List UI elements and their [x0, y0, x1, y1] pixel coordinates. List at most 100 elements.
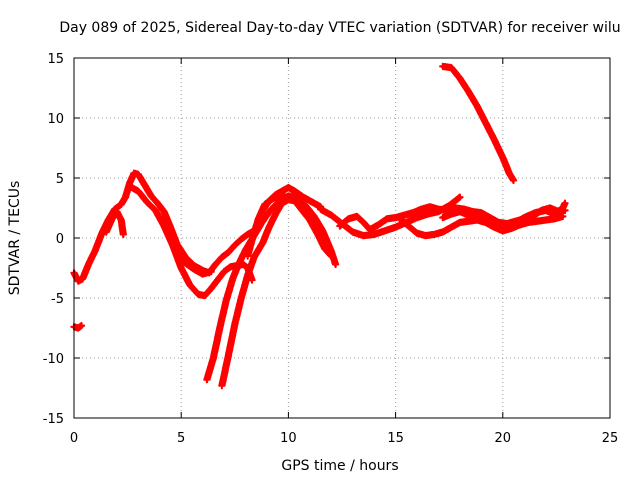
data-point	[253, 256, 256, 259]
y-tick-label: 0	[56, 232, 64, 247]
data-point	[480, 211, 483, 214]
data-point	[242, 263, 245, 266]
data-point	[180, 266, 183, 270]
series-arc-6	[218, 195, 335, 390]
data-point	[394, 226, 397, 229]
data-point	[145, 200, 148, 204]
data-point	[227, 354, 230, 357]
gridlines	[74, 58, 610, 418]
data-point	[476, 104, 479, 108]
data-point	[561, 215, 564, 218]
x-tick-label: 5	[177, 431, 185, 446]
data-point	[450, 212, 453, 216]
y-tick-label: 10	[47, 112, 64, 127]
data-point	[261, 241, 264, 244]
data-point	[355, 215, 359, 218]
data-point	[229, 265, 232, 268]
data-point	[220, 384, 223, 387]
data-point	[184, 262, 187, 265]
data-point	[553, 217, 556, 220]
data-point	[227, 251, 230, 254]
data-point	[450, 66, 453, 69]
data-point	[143, 184, 146, 187]
y-tick-label: -5	[51, 292, 64, 307]
data-point	[77, 326, 80, 330]
data-point	[231, 277, 234, 280]
data-point	[411, 211, 414, 214]
series-arc-12	[439, 199, 569, 231]
data-point	[536, 220, 539, 223]
data-point	[488, 216, 491, 219]
data-point	[398, 217, 401, 220]
data-point	[240, 296, 243, 300]
data-point	[272, 197, 275, 200]
data-point	[317, 234, 320, 237]
data-point	[280, 202, 284, 205]
x-tick-label: 10	[280, 431, 297, 446]
x-tick-label: 25	[602, 431, 619, 446]
x-tick-label: 20	[495, 431, 512, 446]
chart-title: Day 089 of 2025, Sidereal Day-to-day VTE…	[59, 20, 620, 36]
data-point	[308, 218, 311, 222]
data-point	[323, 247, 326, 250]
data-point	[428, 205, 431, 208]
data-point	[257, 217, 260, 220]
data-point	[383, 229, 386, 232]
data-point	[223, 270, 226, 273]
data-point	[250, 239, 254, 242]
data-point	[437, 208, 440, 211]
data-point	[156, 202, 159, 205]
data-point	[304, 204, 307, 207]
data-point	[330, 214, 333, 217]
data-point	[347, 217, 350, 220]
data-point	[162, 210, 166, 213]
data-point	[233, 244, 236, 247]
data-point	[184, 256, 187, 259]
data-point	[319, 208, 322, 211]
data-point	[433, 233, 436, 236]
data-point	[501, 156, 504, 159]
series-arc-2	[102, 207, 127, 239]
data-point	[150, 194, 153, 198]
y-tick-label: -15	[43, 412, 64, 427]
axis-ticks	[73, 57, 611, 419]
data-point	[415, 232, 419, 235]
data-point	[394, 216, 397, 219]
data-point	[441, 65, 444, 68]
data-point	[169, 226, 172, 229]
data-point	[563, 202, 567, 205]
data-point	[80, 324, 83, 327]
data-point	[280, 190, 284, 193]
data-point	[458, 221, 461, 224]
data-point	[362, 221, 365, 224]
data-point	[175, 242, 178, 246]
data-point	[94, 248, 97, 252]
data-point	[77, 280, 80, 283]
data-point	[467, 90, 470, 93]
data-point	[124, 196, 127, 199]
data-point	[128, 185, 131, 188]
x-tick-label: 0	[70, 431, 78, 446]
series-arc-high	[439, 62, 518, 185]
data-point	[351, 230, 354, 234]
data-point	[233, 323, 236, 326]
data-point	[246, 233, 249, 236]
data-point	[310, 200, 314, 204]
data-point	[162, 224, 166, 228]
y-axis-label: SDTVAR / TECUs	[7, 181, 23, 296]
series-arc-8	[250, 192, 290, 239]
data-point	[171, 244, 174, 247]
data-point	[441, 216, 444, 219]
data-point	[458, 77, 461, 80]
series-arc-3	[126, 182, 256, 300]
y-tick-label: 5	[56, 172, 64, 187]
data-point	[175, 253, 178, 256]
data-point	[476, 217, 479, 220]
data-point	[100, 232, 103, 235]
data-point	[210, 287, 213, 290]
data-point	[426, 212, 429, 216]
data-point	[250, 278, 254, 282]
x-tick-label: 15	[387, 431, 404, 446]
data-point	[132, 172, 136, 175]
